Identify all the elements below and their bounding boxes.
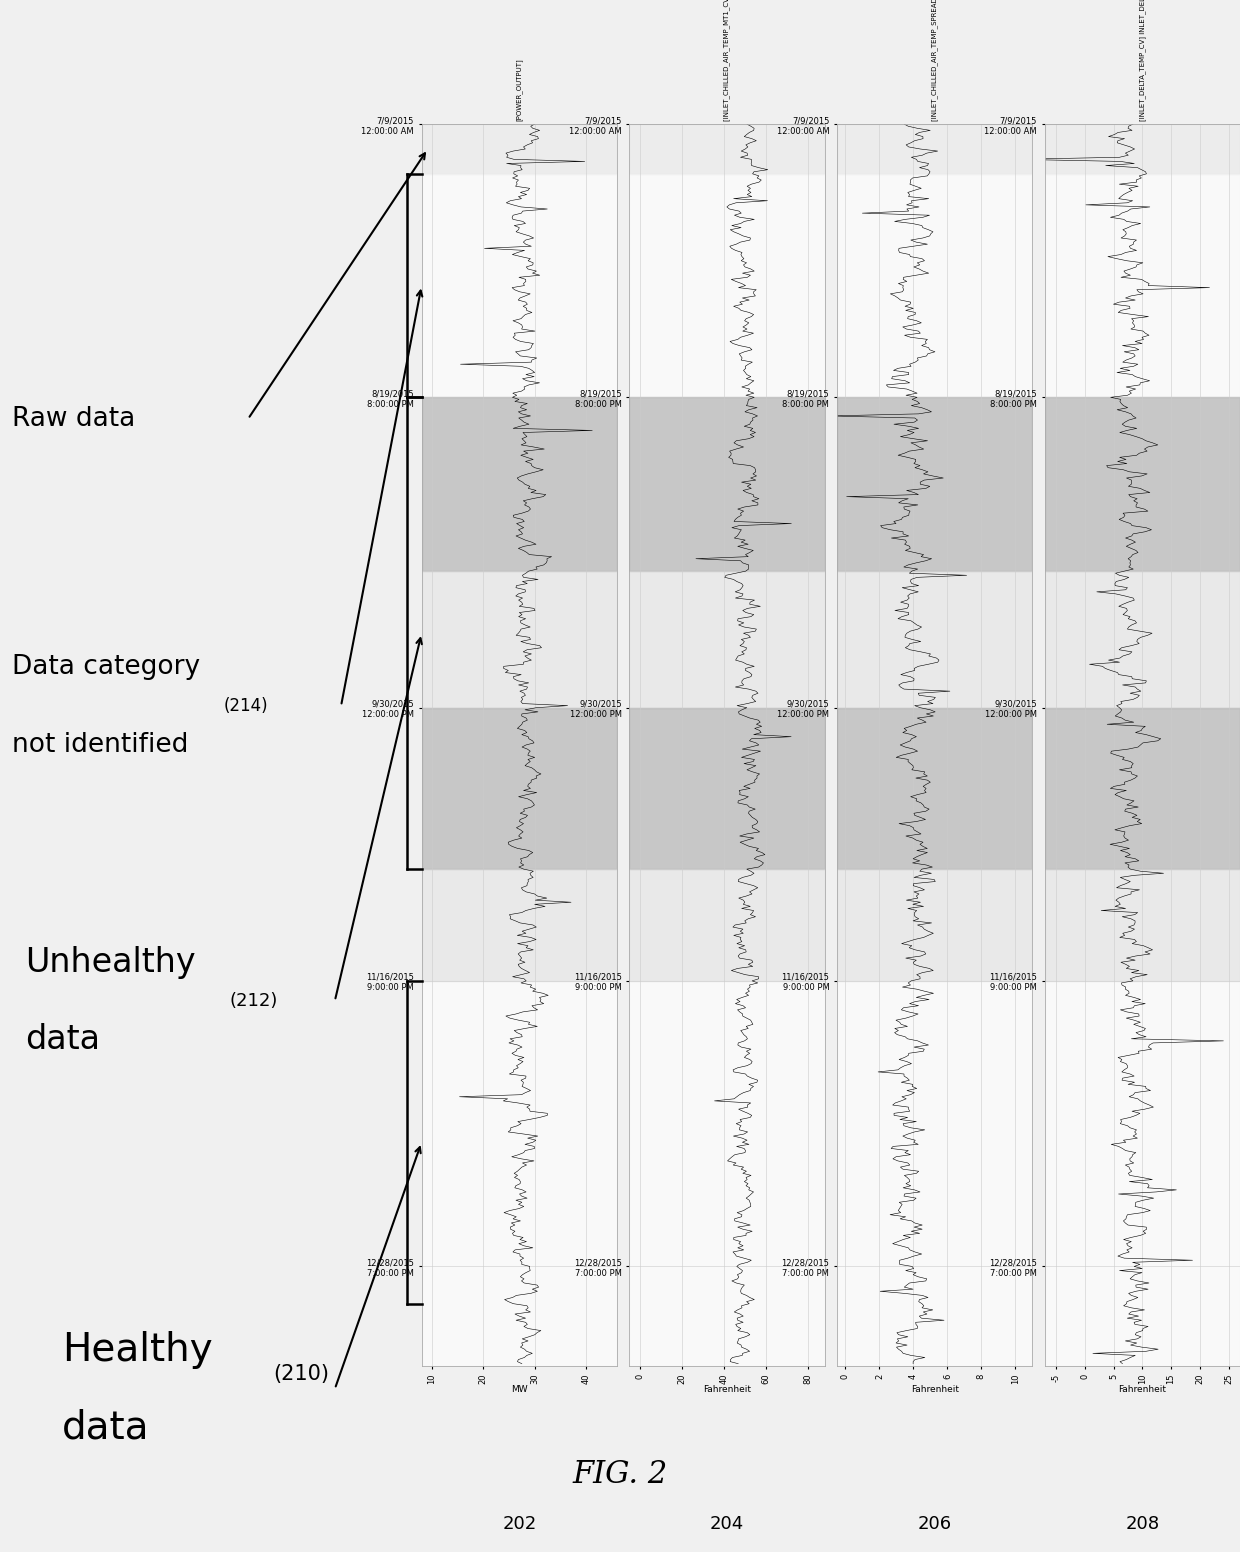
Bar [837,869,1032,981]
Bar [837,708,1032,869]
Text: data: data [62,1409,150,1446]
Bar [422,124,618,174]
Text: 208: 208 [1125,1515,1159,1533]
Text: (214): (214) [223,697,268,715]
Title: [INLET_DELTA_TEMP_CV] INLET_DELTA_TEMP_CV - None Provided (Fahrenheit): [INLET_DELTA_TEMP_CV] INLET_DELTA_TEMP_C… [1140,0,1146,121]
Bar [630,869,825,981]
Text: 202: 202 [502,1515,537,1533]
Bar [630,571,825,708]
Bar [1044,174,1240,397]
X-axis label: MW: MW [511,1386,527,1394]
Bar [1044,981,1240,1366]
Text: (210): (210) [273,1364,329,1383]
Bar [422,174,618,397]
Text: Raw data: Raw data [12,407,135,431]
Bar [1044,869,1240,981]
Bar [1044,708,1240,869]
Bar [1044,571,1240,708]
X-axis label: Fahrenheit: Fahrenheit [1118,1386,1167,1394]
Title: [INLET_CHILLED_AIR_TEMP_MT1_CV] INLET_CHILLED_AIR_TEMP_MT1_CV -: [INLET_CHILLED_AIR_TEMP_MT1_CV] INLET_CH… [724,0,730,121]
Bar [630,981,825,1366]
Bar [1044,124,1240,174]
X-axis label: Fahrenheit: Fahrenheit [703,1386,751,1394]
Title: [INLET_CHILLED_AIR_TEMP_SPREAD_CV] INLET_CHILLED_AIR_TEMP_SPR ...: [INLET_CHILLED_AIR_TEMP_SPREAD_CV] INLET… [931,0,937,121]
X-axis label: Fahrenheit: Fahrenheit [910,1386,959,1394]
Bar [837,981,1032,1366]
Text: Unhealthy: Unhealthy [25,945,196,979]
Bar [422,571,618,708]
Bar [1044,397,1240,571]
Bar [630,708,825,869]
Bar [837,571,1032,708]
Bar [422,981,618,1366]
Text: 206: 206 [918,1515,952,1533]
Bar [837,397,1032,571]
Text: FIG. 2: FIG. 2 [573,1459,667,1490]
Title: [POWER_OUTPUT]: [POWER_OUTPUT] [516,59,522,121]
Text: Data category: Data category [12,655,201,680]
Bar [630,397,825,571]
Bar [837,174,1032,397]
Bar [422,397,618,571]
Bar [630,124,825,174]
Text: data: data [25,1023,99,1057]
Text: not identified: not identified [12,733,188,757]
Bar [837,124,1032,174]
Text: 204: 204 [709,1515,744,1533]
Bar [422,708,618,869]
Bar [630,174,825,397]
Text: Healthy: Healthy [62,1332,212,1369]
Text: (212): (212) [229,992,278,1010]
Bar [422,869,618,981]
